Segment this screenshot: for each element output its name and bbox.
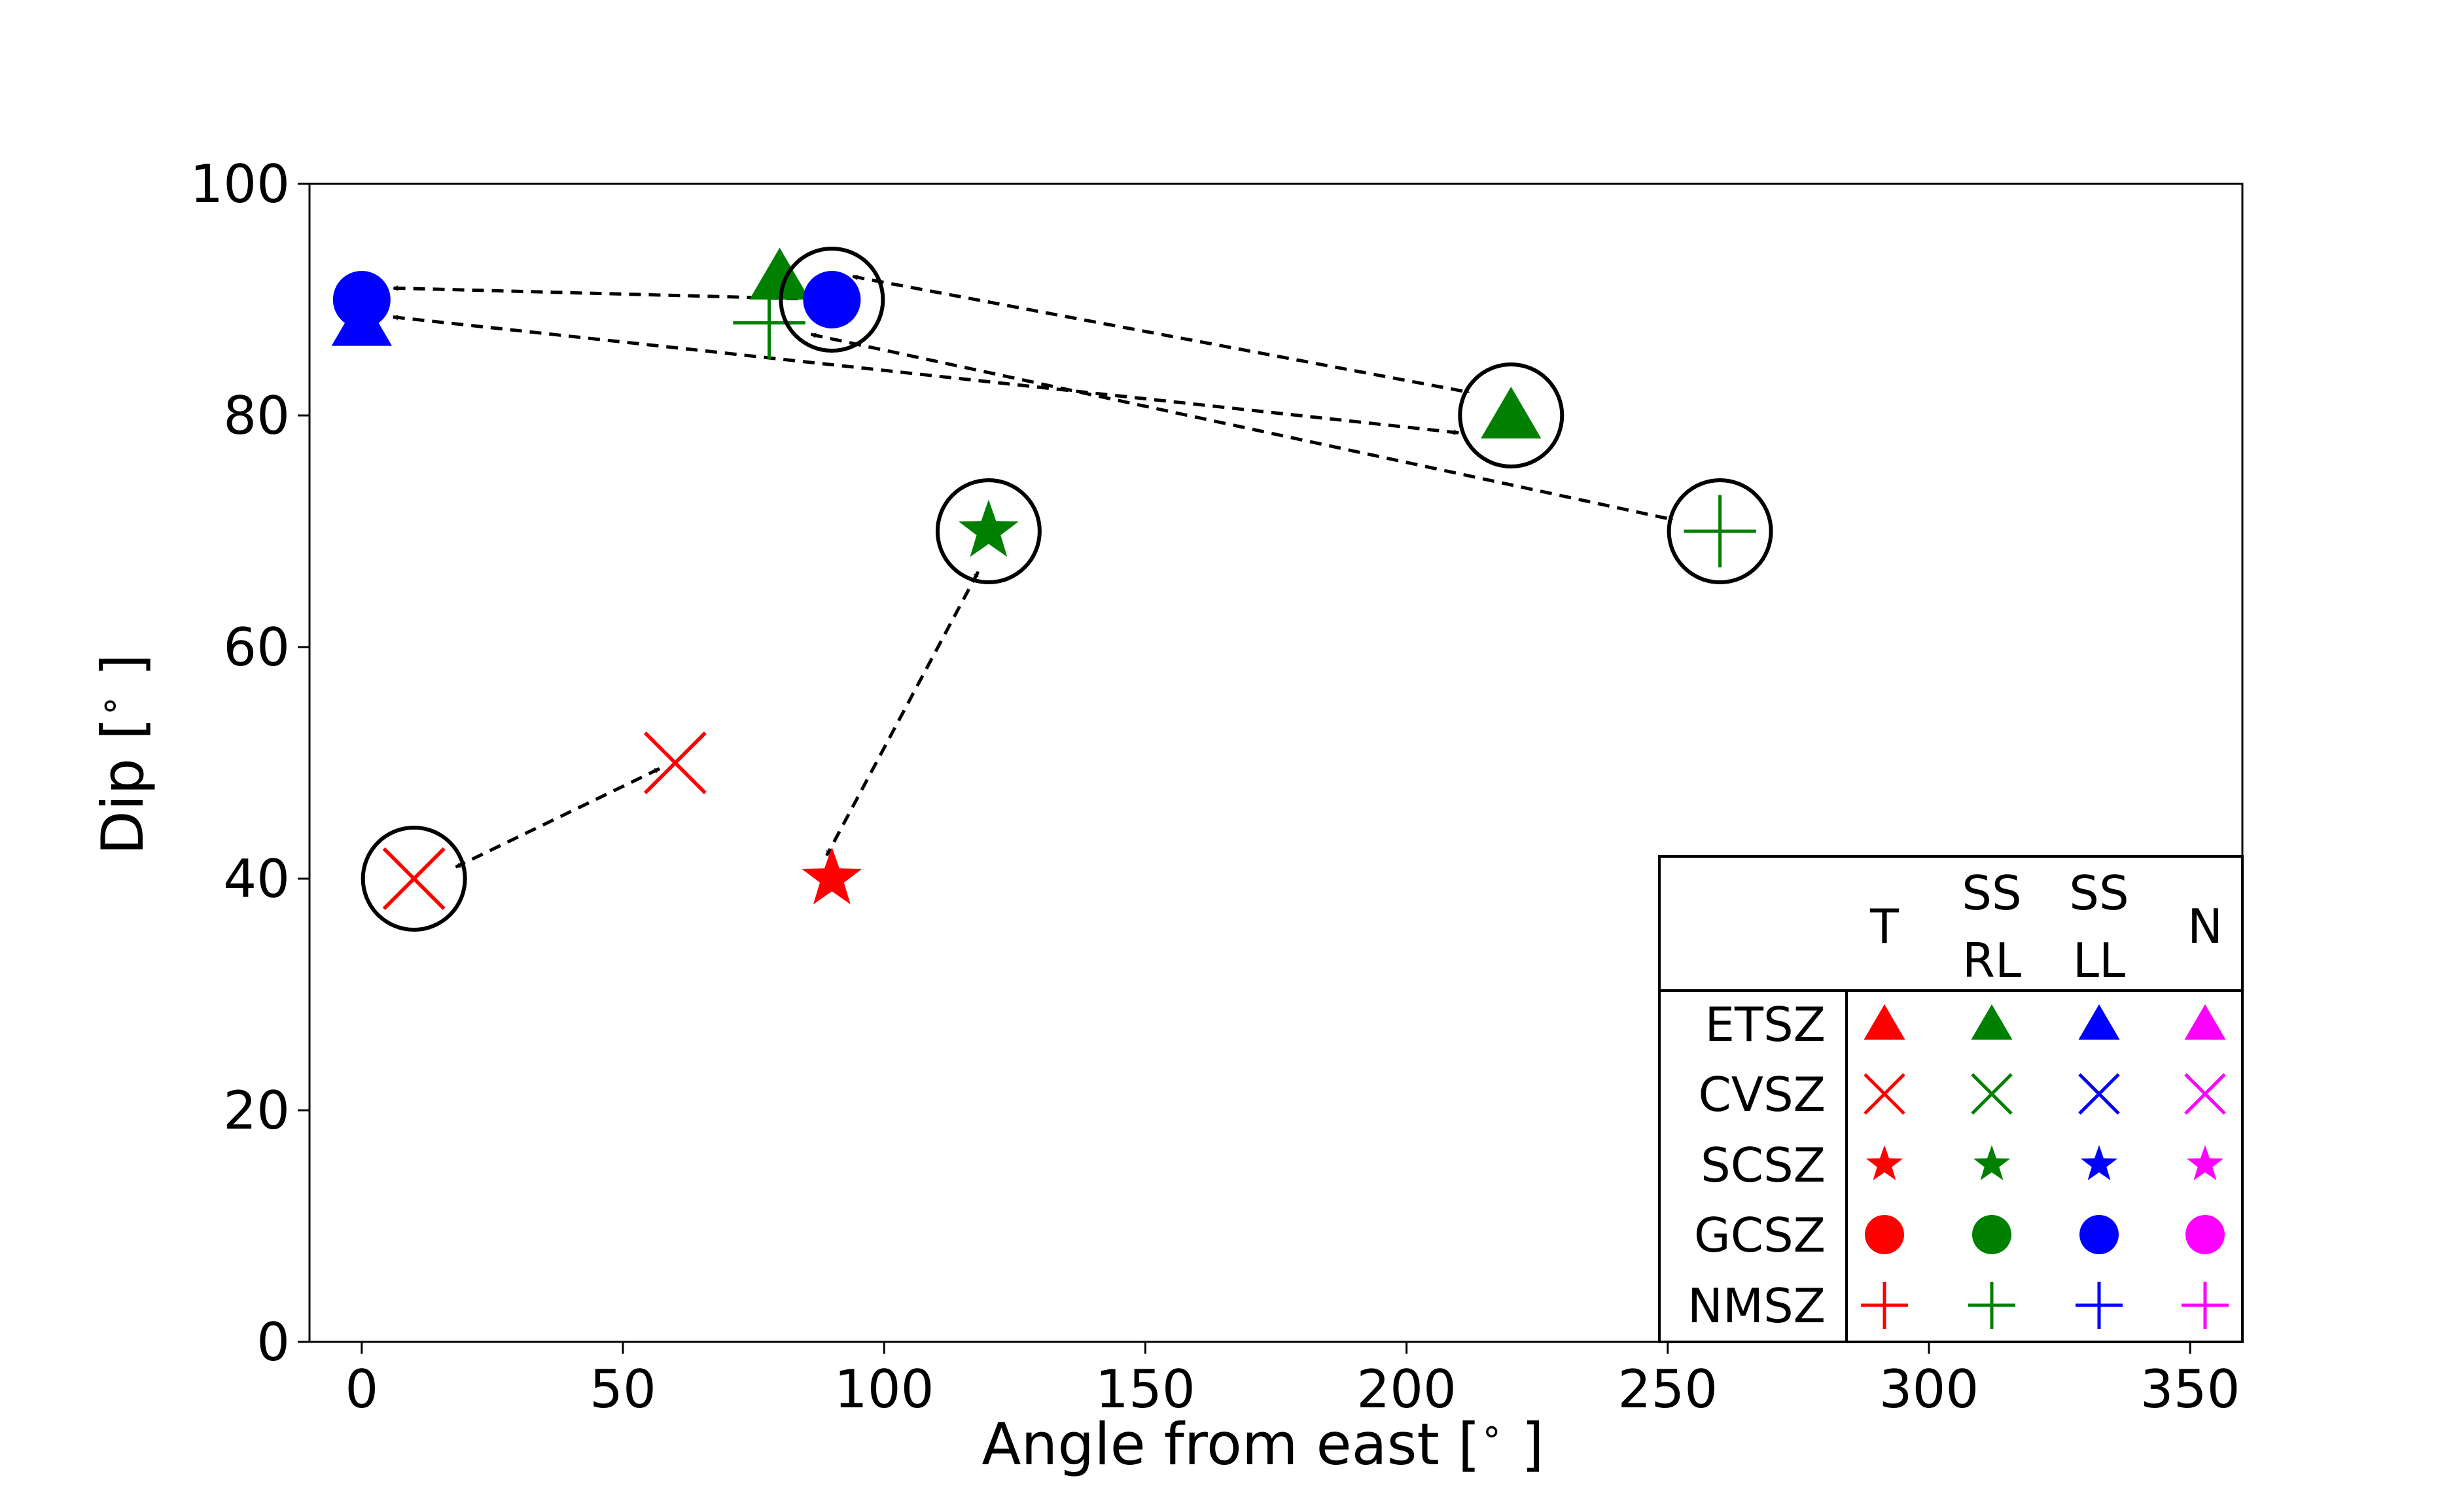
legend-marker-triangle — [2078, 1004, 2120, 1040]
legend-border — [1658, 855, 2244, 1343]
y-axis-label-main: Dip [ — [89, 718, 156, 855]
x-tick-label: 100 — [834, 1359, 934, 1420]
y-tick-label: 100 — [190, 154, 290, 215]
marker-triangle — [749, 247, 810, 300]
legend-marker-star — [2080, 1145, 2118, 1180]
legend-row-label: SCSZ — [1701, 1138, 1826, 1193]
legend-marker-plus — [1968, 1282, 2015, 1329]
legend-marker-circle — [2079, 1215, 2119, 1254]
double-arrow — [810, 332, 1674, 521]
legend-marker-plus — [1861, 1282, 1908, 1329]
y-axis-label-degree: ∘ — [88, 694, 131, 717]
marker-plus — [1684, 495, 1756, 568]
plot-area-frame — [308, 183, 2244, 1343]
x-tick-label: 200 — [1356, 1359, 1457, 1420]
data-point — [361, 826, 467, 932]
double-arrow — [825, 571, 980, 856]
x-tick-label: 150 — [1095, 1359, 1195, 1420]
legend-marker-triangle — [2184, 1004, 2226, 1040]
highlight-circle — [779, 247, 885, 353]
highlight-circle — [361, 826, 467, 932]
x-axis-ticks: 0 50 100 150 200 250 300 350 — [345, 1342, 2240, 1420]
data-point — [643, 731, 707, 794]
legend-marker-x — [2078, 1073, 2120, 1115]
legend-column-header: SS — [1962, 866, 2021, 921]
marker-x — [643, 731, 707, 794]
y-tick-label: 60 — [223, 617, 290, 678]
legend-marker-circle — [1865, 1215, 1904, 1254]
highlight-circle — [1458, 362, 1564, 468]
x-axis-label: Angle from east [∘ ] — [981, 1410, 1544, 1478]
marker-triangle — [331, 294, 393, 346]
x-axis-label-degree: ∘ — [1480, 1410, 1503, 1452]
y-axis-label: Dip [∘ ] — [88, 654, 156, 855]
marker-x — [382, 847, 446, 910]
marker-star — [958, 499, 1019, 557]
double-arrow — [852, 274, 1470, 395]
legend-marker-star — [1973, 1145, 2011, 1180]
arrows-layer — [392, 274, 1674, 869]
legend-column-header: RL — [1962, 933, 2021, 988]
y-tick-label: 0 — [256, 1312, 290, 1373]
legend-row-label: NMSZ — [1688, 1278, 1826, 1333]
legend-row-label: CVSZ — [1698, 1067, 1826, 1122]
x-axis-label-main: Angle from east [ — [981, 1411, 1480, 1478]
data-point — [1458, 362, 1564, 468]
highlight-circle — [935, 478, 1042, 584]
data-point — [935, 478, 1042, 584]
data-point — [802, 847, 862, 905]
data-point — [749, 247, 810, 300]
marker-plus — [733, 287, 805, 359]
legend-marker-star — [1865, 1145, 1903, 1180]
x-tick-label: 250 — [1617, 1359, 1718, 1420]
legend-row-label: ETSZ — [1705, 997, 1826, 1052]
points-layer — [331, 247, 1773, 932]
x-tick-label: 0 — [345, 1359, 378, 1420]
legend-row-label: GCSZ — [1694, 1208, 1826, 1263]
legend-column-header: N — [2187, 899, 2223, 954]
marker-star — [802, 847, 862, 905]
x-axis-label-end: ] — [1503, 1411, 1544, 1478]
legend-column-header: T — [1869, 899, 1900, 954]
legend-marker-star — [2186, 1145, 2224, 1180]
data-point — [1667, 478, 1773, 584]
legend-marker-plus — [2182, 1282, 2229, 1329]
legend-marker-triangle — [1971, 1004, 2013, 1040]
legend-marker-x — [1864, 1073, 1905, 1115]
legend-table: T SS RL SS LL N ETSZ CVSZ SCSZ GCSZ NMSZ — [1658, 855, 2244, 1343]
data-point — [331, 294, 393, 346]
highlight-circle — [1667, 478, 1773, 584]
legend-column-header: SS — [2069, 866, 2129, 921]
y-tick-label: 80 — [223, 385, 290, 446]
legend-marker-circle — [2185, 1215, 2225, 1254]
y-tick-label: 40 — [223, 849, 290, 909]
legend-marker-triangle — [1864, 1004, 1905, 1040]
x-tick-label: 300 — [1879, 1359, 1979, 1420]
legend-marker-x — [2184, 1073, 2226, 1115]
y-axis-label-end: ] — [89, 654, 156, 694]
marker-triangle — [1481, 387, 1542, 439]
marker-circle — [803, 271, 861, 328]
double-arrow — [392, 285, 838, 303]
legend-column-header: LL — [2073, 933, 2125, 988]
legend-marker-circle — [1972, 1215, 2011, 1254]
y-axis-ticks: 0 20 40 60 80 100 — [190, 154, 309, 1373]
x-tick-label: 350 — [2140, 1359, 2240, 1420]
legend-marker-plus — [2076, 1282, 2123, 1329]
legend-marker-x — [1971, 1073, 2013, 1115]
x-tick-label: 50 — [590, 1359, 656, 1420]
y-tick-label: 20 — [223, 1080, 290, 1141]
data-point — [733, 287, 805, 359]
data-point — [779, 247, 885, 353]
